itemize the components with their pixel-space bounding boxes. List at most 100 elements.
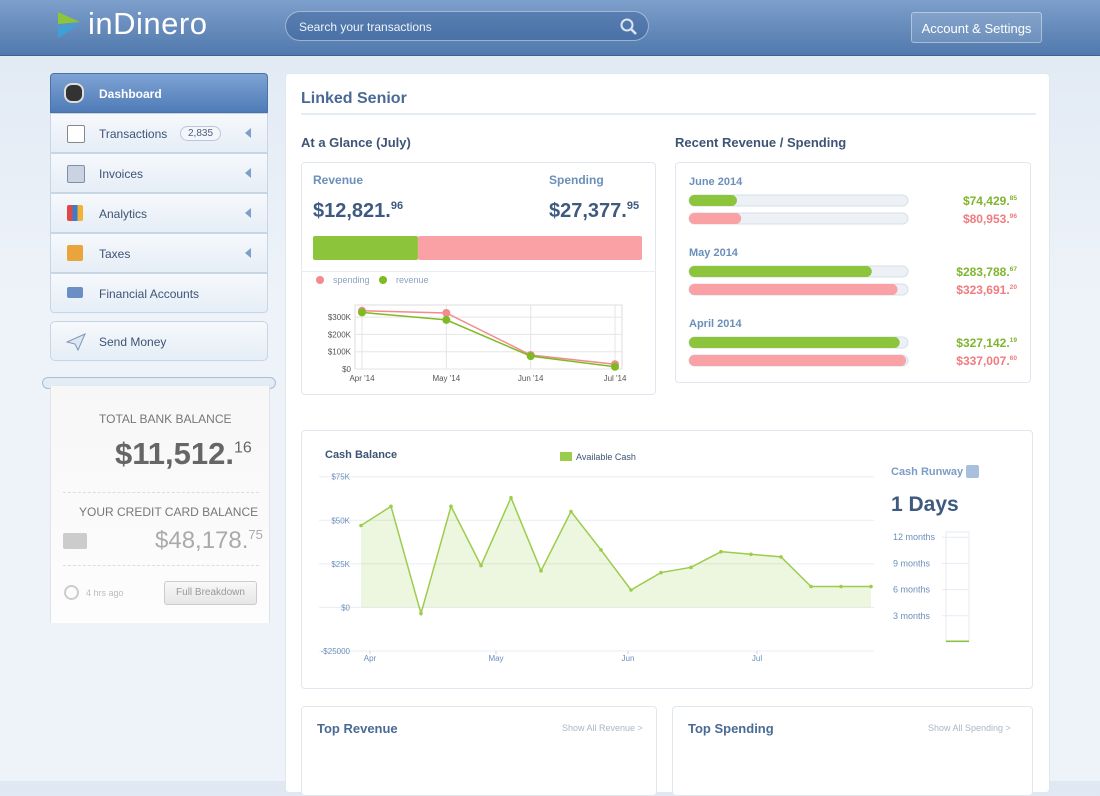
search-placeholder: Search your transactions [299,20,432,34]
title-rule [301,113,1036,115]
nav-item[interactable]: Analytics [50,193,268,233]
nav-item[interactable]: Dashboard [50,73,268,113]
area-point [359,523,363,528]
nav-item[interactable]: Invoices [50,153,268,193]
balance-receipt: TOTAL BANK BALANCE $11,512.16 YOUR CREDI… [50,386,270,623]
nav-label: Taxes [99,247,131,261]
nav-label: Financial Accounts [99,287,200,301]
logo-icon [58,12,80,38]
bar-value-cents: 67 [1010,266,1018,273]
line-point [442,309,451,318]
top-spending-link[interactable]: Show All Spending > [928,723,1011,733]
logo[interactable]: inDinero [88,6,208,41]
line-point [526,352,535,361]
credit-cents: 75 [248,527,263,542]
x-tick-label: Jul '14 [604,374,627,383]
nav-arrow [245,248,251,258]
runway-tick-label: 3 months [893,611,931,621]
area-point [569,509,573,514]
divider [63,565,259,566]
x-tick-label: May [488,654,503,663]
nav-item[interactable]: Taxes [50,233,268,273]
total-main: $11,512. [115,436,234,471]
glance-label: Spending [549,173,604,187]
card-icon [63,533,87,549]
line-point [442,315,451,324]
runway-value: 1 Days [891,493,959,516]
glance-label: Revenue [313,173,363,187]
bar-value: $337,007.60 [956,354,1017,368]
legend-marker [379,276,387,284]
bar [689,284,898,295]
glance-bar-segment [313,236,418,260]
group-label: May 2014 [689,247,739,259]
area-point [509,495,513,500]
y-tick-label: $200K [328,330,352,339]
line-series [361,309,616,366]
clock-icon [64,585,79,600]
runway-bar [946,640,969,642]
bar-value-main: $283,788. [956,265,1009,279]
x-tick-label: Jun [622,654,635,663]
bar-value-cents: 60 [1010,355,1018,362]
send-money-button[interactable]: Send Money [50,321,268,361]
total-label: TOTAL BANK BALANCE [99,412,232,426]
top-revenue-title: Top Revenue [317,721,398,736]
bar-value-main: $74,429. [963,194,1010,208]
area-point [689,565,693,570]
updated-time: 4 hrs ago [86,588,124,598]
recent-title: Recent Revenue / Spending [675,135,847,150]
search-icon [620,18,637,35]
bar-value: $327,142.19 [956,336,1017,350]
search-box[interactable]: Search your transactions [285,11,649,41]
runway-tick-label: 9 months [893,558,931,568]
glance-value: $27,377.95 [549,200,639,222]
bar [689,195,737,206]
area-point [599,548,603,552]
bar-value-main: $327,142. [956,336,1009,350]
info-icon [966,465,979,478]
area-point [869,584,873,589]
area-point [449,504,453,509]
bar-value: $323,691.20 [956,283,1017,297]
bar-value: $80,953.96 [963,212,1017,226]
area-line [360,495,871,617]
x-tick-label: Apr [364,654,377,663]
line-point [611,362,619,371]
x-tick-label: May '14 [432,374,460,383]
line-series [361,311,616,368]
credit-balance: $48,178.75 [155,527,263,555]
area-point [539,569,543,573]
runway-frame [945,531,970,643]
top-spending-title: Top Spending [688,721,774,736]
area-point [839,584,843,589]
top-revenue-link[interactable]: Show All Revenue > [562,723,643,733]
chart-title: Cash Balance [325,449,397,461]
nav-label: Transactions [99,127,168,141]
bar-value-cents: 96 [1010,213,1018,220]
bar [689,213,742,224]
runway-title: Cash Runway [891,466,964,478]
nav-item[interactable]: Transactions 2,835 [50,113,268,153]
bar-value-main: $337,007. [956,354,1009,368]
nav-icon [64,83,84,103]
bar-value-cents: 19 [1010,337,1018,344]
area-point [419,611,423,616]
glance-value-main: $12,821. [313,200,391,222]
y-tick-label: $0 [341,603,350,612]
line-point [358,308,366,317]
y-tick-label: $50K [331,516,350,525]
bar-value-cents: 20 [1010,284,1018,291]
bar-value-main: $323,691. [956,283,1009,297]
group-label: June 2014 [689,176,743,188]
legend-label: revenue [396,275,429,285]
area-point [659,570,663,575]
account-button[interactable]: Account & Settings [911,12,1042,43]
legend-label: spending [333,275,370,285]
breakdown-button[interactable]: Full Breakdown [164,581,257,605]
nav-item[interactable]: Financial Accounts [50,273,268,313]
runway-tick-label: 6 months [893,585,931,595]
nav-label: Invoices [99,167,144,181]
total-balance: $11,512.16 [115,436,252,472]
